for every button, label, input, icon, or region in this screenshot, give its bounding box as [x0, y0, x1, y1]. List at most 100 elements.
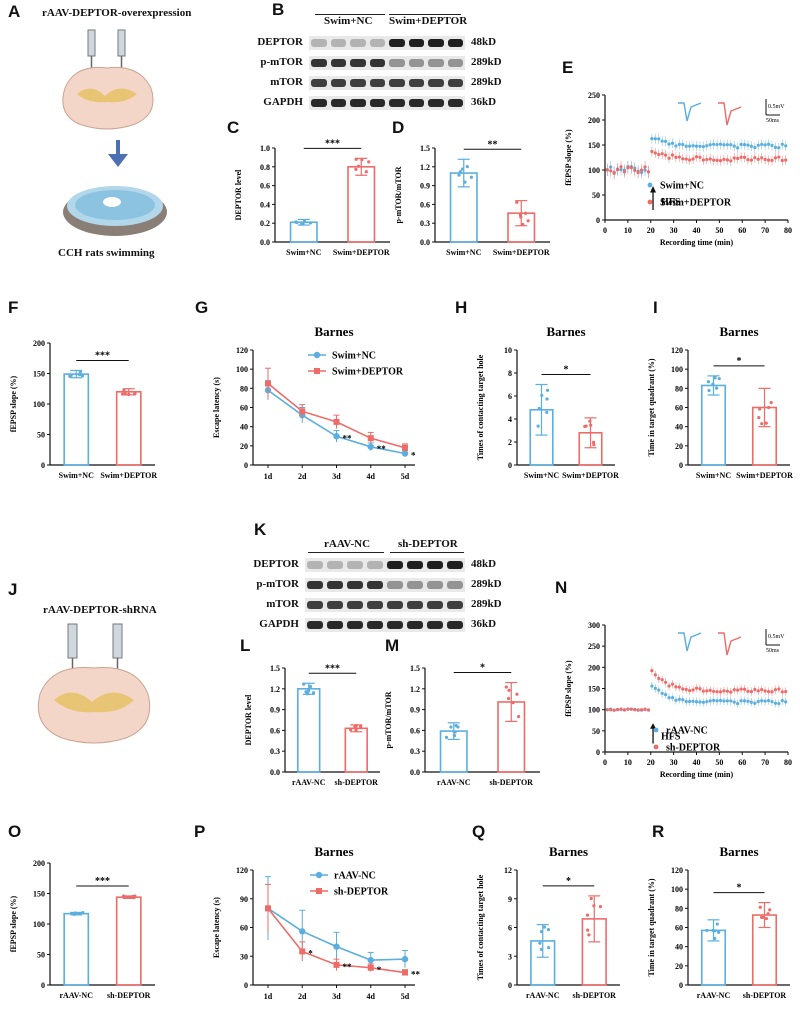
y-axis-label: p-mTOR/mTOR: [384, 691, 393, 748]
y-tick-label: 9: [508, 895, 512, 904]
y-axis-label: Times of contacting target hole: [476, 874, 485, 980]
y-axis-label: Times of contacting target hole: [476, 354, 485, 460]
y-axis-label: Escape latency (s): [212, 377, 221, 438]
x-tick-label: Swim+DEPTOR: [100, 471, 157, 480]
blot-b-band: [330, 39, 346, 47]
blot-b-band: [350, 99, 366, 107]
data-point: [688, 144, 692, 148]
blot-b-band: [369, 99, 385, 107]
data-point: [729, 690, 733, 694]
y-tick-label: 100: [236, 365, 248, 374]
data-point: [356, 164, 361, 168]
significance-label: *: [737, 883, 742, 894]
blot-k-band: [327, 581, 343, 589]
blot-k-band: [447, 561, 463, 569]
data-point: [763, 699, 767, 703]
blot-b-band: [330, 99, 346, 107]
x-tick-label: rAAV-NC: [292, 778, 326, 787]
blot-b-band: [408, 39, 424, 47]
chart-title: Barnes: [315, 324, 354, 339]
x-tick-label: Swim+DEPTOR: [736, 471, 793, 480]
scale-time-label: 50ms: [766, 648, 780, 654]
y-tick-label: 0.0: [270, 768, 280, 777]
data-point: [780, 158, 784, 163]
fepsp-trace-0: [678, 102, 702, 122]
data-point: [756, 143, 760, 147]
data-point: [736, 702, 740, 706]
x-tick-label: sh-DEPTOR: [335, 778, 379, 787]
chart-H: 0 2 4 6 8 10 Times of contacting target hole Ba…: [476, 324, 619, 480]
chart-M: 0.0 0.3 0.6 0.9 1.2 1.5 p-mTOR/mTOR rAAV-NC sh-D…: [384, 663, 540, 787]
y-tick-label: 150: [588, 141, 600, 150]
x-tick-label: 40: [693, 758, 701, 767]
data-point: [764, 916, 769, 921]
panel-label-i: I: [653, 298, 658, 317]
blot-k-band: [407, 561, 423, 569]
data-point: [619, 707, 623, 711]
data-point: [713, 376, 717, 380]
x-tick-label: 5d: [401, 472, 410, 481]
data-point: [670, 682, 675, 686]
data-point: [732, 700, 736, 704]
data-point: [515, 200, 519, 204]
data-point: [545, 397, 549, 401]
blot-b-band: [428, 39, 444, 47]
data-point: [777, 155, 781, 159]
data-point: [667, 696, 671, 700]
data-point: [698, 687, 702, 691]
y-tick-label: 100: [588, 166, 600, 175]
y-axis-label: fEPSP slope (%): [9, 895, 18, 952]
data-point: [725, 143, 729, 147]
data-point: [469, 175, 473, 179]
data-point: [722, 143, 726, 147]
data-point: [640, 708, 644, 712]
data-point: [732, 688, 736, 692]
y-tick-label: 100: [671, 885, 683, 894]
significance-label: ***: [95, 876, 110, 887]
data-point: [539, 947, 544, 951]
data-point: [773, 688, 778, 692]
data-point: [674, 698, 678, 702]
blot-b-band: [408, 79, 424, 87]
panel-label-m: M: [385, 636, 400, 655]
data-point: [749, 700, 753, 704]
data-point: [449, 725, 453, 729]
data-point: [650, 137, 654, 141]
data-point: [364, 170, 368, 174]
x-tick-label: rAAV-NC: [60, 991, 94, 1000]
data-point: [694, 144, 699, 148]
data-point: [753, 687, 757, 692]
data-point: [646, 708, 651, 712]
y-axis-label: Escape latency (s): [212, 897, 221, 958]
data-point: [708, 143, 712, 147]
x-tick-label: rAAV-NC: [697, 991, 731, 1000]
y-tick-label: 10: [504, 346, 512, 355]
x-tick-label: Swim+DEPTOR: [562, 471, 619, 480]
data-point: [705, 689, 709, 693]
data-point: [701, 158, 705, 162]
y-tick-label: 40: [675, 423, 683, 432]
blot-k-kd-label: 289kD: [471, 598, 502, 610]
y-tick-label: 0: [41, 461, 45, 470]
bar-C-1: [347, 165, 376, 243]
data-point: [660, 678, 664, 682]
data-point: [333, 943, 340, 950]
significance-label: *: [308, 948, 313, 958]
data-point: [657, 152, 661, 157]
data-point: [753, 145, 757, 150]
data-point: [359, 724, 363, 728]
y-tick-label: 150: [588, 685, 600, 694]
y-tick-label: 50: [37, 431, 45, 440]
y-tick-label: 1.5: [270, 664, 280, 673]
data-point: [265, 905, 271, 912]
significance-label: **: [411, 970, 421, 980]
blot-b-row-label: p-mTOR: [260, 56, 303, 68]
data-point: [770, 158, 774, 162]
data-point: [725, 158, 729, 162]
data-point: [759, 915, 764, 919]
data-point: [612, 708, 616, 712]
syringe-right-icon: [112, 623, 123, 659]
data-point: [694, 155, 699, 159]
data-point: [538, 941, 542, 945]
data-point: [526, 219, 530, 223]
